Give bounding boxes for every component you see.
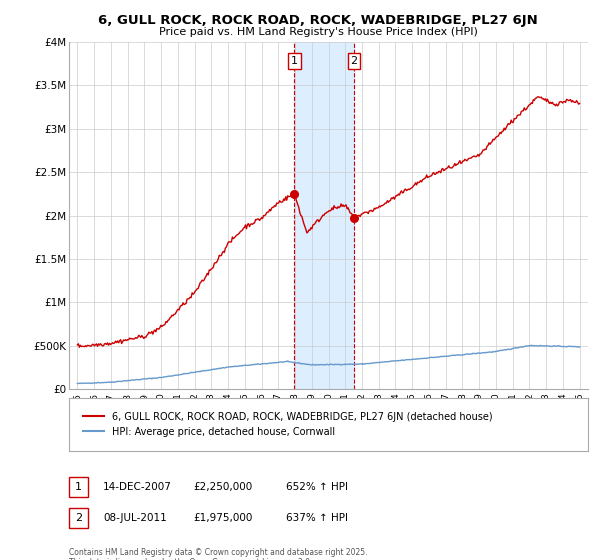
Text: 1: 1 [75,482,82,492]
Text: 2: 2 [350,56,358,66]
Text: 2: 2 [75,513,82,523]
Text: 637% ↑ HPI: 637% ↑ HPI [286,513,348,523]
Text: 14-DEC-2007: 14-DEC-2007 [103,482,172,492]
Text: 1: 1 [291,56,298,66]
Legend: 6, GULL ROCK, ROCK ROAD, ROCK, WADEBRIDGE, PL27 6JN (detached house), HPI: Avera: 6, GULL ROCK, ROCK ROAD, ROCK, WADEBRIDG… [79,408,497,441]
Text: 08-JUL-2011: 08-JUL-2011 [103,513,167,523]
Text: 6, GULL ROCK, ROCK ROAD, ROCK, WADEBRIDGE, PL27 6JN: 6, GULL ROCK, ROCK ROAD, ROCK, WADEBRIDG… [98,14,538,27]
Text: Price paid vs. HM Land Registry's House Price Index (HPI): Price paid vs. HM Land Registry's House … [158,27,478,37]
Text: £2,250,000: £2,250,000 [193,482,253,492]
Text: £1,975,000: £1,975,000 [193,513,253,523]
Text: Contains HM Land Registry data © Crown copyright and database right 2025.
This d: Contains HM Land Registry data © Crown c… [69,548,367,560]
Bar [295,42,354,389]
Text: 652% ↑ HPI: 652% ↑ HPI [286,482,348,492]
